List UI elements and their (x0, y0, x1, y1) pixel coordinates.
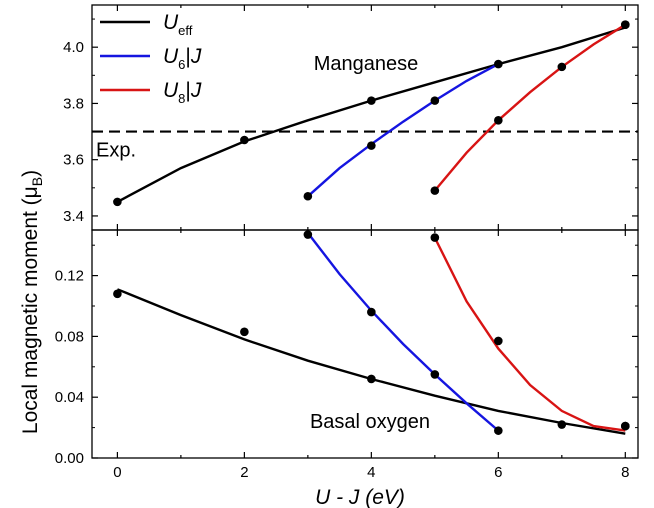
y-tick-label: 3.6 (63, 152, 84, 169)
data-point (113, 289, 122, 299)
data-point (430, 370, 440, 379)
panel-frame (91, 229, 639, 459)
legend-label-bar: | (185, 45, 190, 68)
y-tick-label: 3.8 (63, 95, 84, 112)
y-axis-title: Local magnetic moment (μB) (19, 170, 45, 434)
legend-label-bar: | (185, 79, 190, 102)
data-point (367, 96, 376, 105)
data-point (430, 186, 440, 195)
series-line-2 (433, 237, 626, 432)
y-tick-label: 0.08 (55, 328, 84, 345)
data-point (367, 141, 376, 150)
x-tick-label: 6 (494, 464, 502, 481)
data-point (494, 59, 503, 69)
legend-label-1: U6|J (163, 45, 202, 72)
y-axis-title-main: Local magnetic moment (μ (19, 186, 42, 434)
y-tick-label: 0.04 (55, 389, 84, 406)
legend-label-2: U8|J (163, 79, 202, 106)
legend-label-0: Ueff (163, 11, 193, 38)
y-axis-title-close: ) (19, 170, 42, 177)
data-point (367, 374, 376, 384)
data-point (303, 230, 313, 239)
x-tick-labels: 0 2 4 6 8 (113, 464, 629, 481)
panel-bottom: 0.00 0.04 0.08 0.12 Basal oxygen (55, 229, 639, 467)
data-point (557, 420, 567, 429)
x-axis-title: U - J (eV) (315, 486, 405, 508)
experimental-reference-label: Exp. (96, 140, 136, 162)
panel-top: 3.4 3.6 3.8 4.0 Exp. Manganese (63, 4, 639, 231)
series-line-1 (307, 63, 499, 198)
y-tick-label: 0.12 (55, 268, 84, 285)
legend-label-sub: 6 (178, 57, 185, 72)
data-point (621, 20, 630, 29)
data-point (240, 327, 249, 337)
data-point (240, 135, 249, 145)
data-point (494, 336, 503, 346)
data-point (430, 96, 440, 105)
legend-label-sub: 8 (178, 91, 185, 106)
legend-label-tail: J (190, 79, 202, 102)
data-point (113, 197, 122, 207)
y-tick-label: 3.4 (63, 208, 84, 225)
series-line-1 (306, 232, 500, 432)
panel-label-top: Manganese (314, 53, 419, 75)
legend-label-base: U (163, 79, 179, 102)
x-tick-label: 0 (113, 464, 121, 481)
panel-label-bottom: Basal oxygen (310, 411, 430, 433)
data-point (494, 116, 503, 125)
data-point (494, 426, 503, 435)
y-tick-label: 4.0 (63, 39, 84, 56)
legend-label-base: U (163, 45, 179, 68)
data-point (367, 307, 376, 317)
y-tick-label: 0.00 (55, 450, 84, 467)
plot-panels: 3.4 3.6 3.8 4.0 Exp. Manganese 0.00 0.04 0.08 0.1… (55, 4, 639, 481)
data-point (621, 421, 630, 431)
legend-label-sub: eff (178, 23, 193, 38)
series-line-2 (433, 23, 626, 192)
x-tick-label: 2 (240, 464, 248, 481)
legend-label-base: U (163, 11, 179, 34)
data-point (557, 62, 567, 72)
data-point (303, 191, 313, 201)
x-tick-label: 4 (367, 464, 375, 481)
legend-label-tail: J (190, 45, 202, 68)
panel-frame (91, 4, 639, 231)
data-point (430, 233, 440, 242)
x-tick-label: 8 (621, 464, 629, 481)
y-axis-title-sub: B (29, 177, 45, 186)
